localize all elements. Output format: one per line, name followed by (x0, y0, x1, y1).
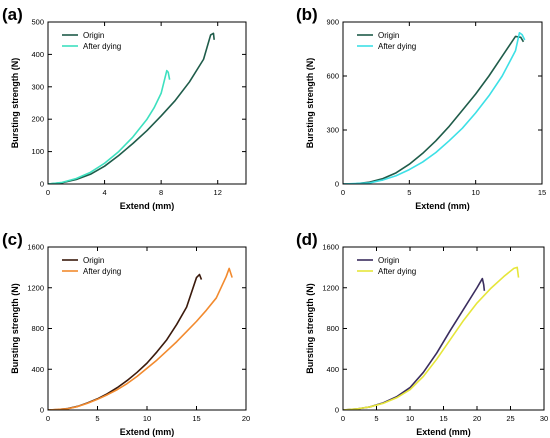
chart-panel-1: (a) 0 4 8 12 0 100 200 300 400 500 Extend (mm) Burst… (2, 5, 247, 211)
panel-label: (d) (296, 230, 318, 249)
x-axis-label: Extend (mm) (415, 201, 470, 211)
y-tick-label: 1200 (322, 283, 339, 292)
legend: Origin After dying (62, 256, 121, 276)
series-line-after-dying (343, 31, 526, 184)
y-tick-label: 0 (40, 180, 44, 189)
legend-label: Origin (378, 31, 399, 40)
series-line-after-dying (48, 267, 233, 410)
series-line-after-dying (343, 266, 520, 410)
legend: Origin After dying (62, 31, 121, 51)
y-tick-label: 400 (31, 50, 44, 59)
x-tick-label: 15 (439, 414, 447, 423)
x-tick-label: 12 (214, 188, 222, 197)
panel-label: (a) (2, 5, 23, 24)
x-tick-label: 25 (506, 414, 514, 423)
y-tick-label: 400 (326, 365, 339, 374)
x-tick-label: 15 (192, 414, 200, 423)
plot-frame (342, 246, 545, 411)
x-tick-label: 20 (473, 414, 481, 423)
panel-label: (b) (296, 5, 318, 24)
legend-label: Origin (83, 256, 104, 265)
y-axis-label: Bursting strength (N) (305, 58, 315, 149)
x-axis-label: Extend (mm) (120, 427, 175, 437)
y-tick-label: 0 (335, 406, 339, 415)
x-tick-label: 10 (406, 414, 414, 423)
y-tick-label: 400 (31, 365, 44, 374)
chart-panel-4: (d) 0 5 10 15 20 25 30 0 400 800 1200 1600 Extend (mm… (296, 230, 548, 437)
y-tick-label: 300 (31, 82, 44, 91)
x-tick-label: 0 (341, 188, 345, 197)
y-tick-label: 800 (31, 324, 44, 333)
x-tick-label: 10 (143, 414, 151, 423)
y-axis-label: Bursting strength (N) (305, 283, 315, 374)
legend-label: Origin (378, 256, 399, 265)
y-tick-label: 1600 (27, 243, 44, 252)
legend-label: Origin (83, 31, 104, 40)
x-tick-label: 8 (159, 188, 163, 197)
y-tick-label: 800 (326, 324, 339, 333)
series-line-after-dying (48, 69, 171, 184)
y-tick-label: 300 (326, 126, 339, 135)
x-axis-label: Extend (mm) (120, 201, 175, 211)
series-line-origin (343, 35, 525, 184)
y-tick-label: 1200 (27, 283, 44, 292)
x-tick-label: 30 (540, 414, 548, 423)
series-line-origin (48, 273, 203, 410)
x-axis-label: Extend (mm) (416, 427, 471, 437)
y-tick-label: 0 (335, 180, 339, 189)
y-tick-label: 500 (31, 18, 44, 27)
legend-label: After dying (83, 42, 121, 51)
x-tick-label: 5 (407, 188, 411, 197)
legend: Origin After dying (357, 256, 416, 276)
y-tick-label: 600 (326, 72, 339, 81)
plot-frame (47, 21, 247, 185)
x-tick-label: 5 (95, 414, 99, 423)
legend: Origin After dying (357, 31, 416, 51)
x-tick-label: 5 (374, 414, 378, 423)
x-tick-label: 4 (102, 188, 106, 197)
x-tick-label: 0 (341, 414, 345, 423)
y-axis-label: Bursting strength (N) (10, 58, 20, 149)
y-tick-label: 1600 (322, 243, 339, 252)
legend-label: After dying (378, 267, 416, 276)
legend-label: After dying (83, 267, 121, 276)
y-tick-label: 200 (31, 115, 44, 124)
y-tick-label: 0 (40, 406, 44, 415)
y-axis-label: Bursting strength (N) (10, 283, 20, 374)
chart-panel-3: (c) 0 5 10 15 20 0 400 800 1200 1600 Extend (mm) Bur… (2, 230, 250, 437)
x-tick-label: 15 (538, 188, 546, 197)
plot-frame (342, 21, 543, 185)
y-tick-label: 900 (326, 18, 339, 27)
legend-label: After dying (378, 42, 416, 51)
x-tick-label: 0 (46, 414, 50, 423)
x-tick-label: 10 (471, 188, 479, 197)
chart-panel-2: (b) 0 5 10 15 0 300 600 900 Extend (mm) Bursting s… (296, 5, 546, 211)
panel-label: (c) (2, 230, 23, 249)
series-line-origin (343, 277, 486, 410)
x-tick-label: 0 (46, 188, 50, 197)
x-tick-label: 20 (242, 414, 250, 423)
y-tick-label: 100 (31, 147, 44, 156)
series-line-origin (48, 32, 215, 184)
